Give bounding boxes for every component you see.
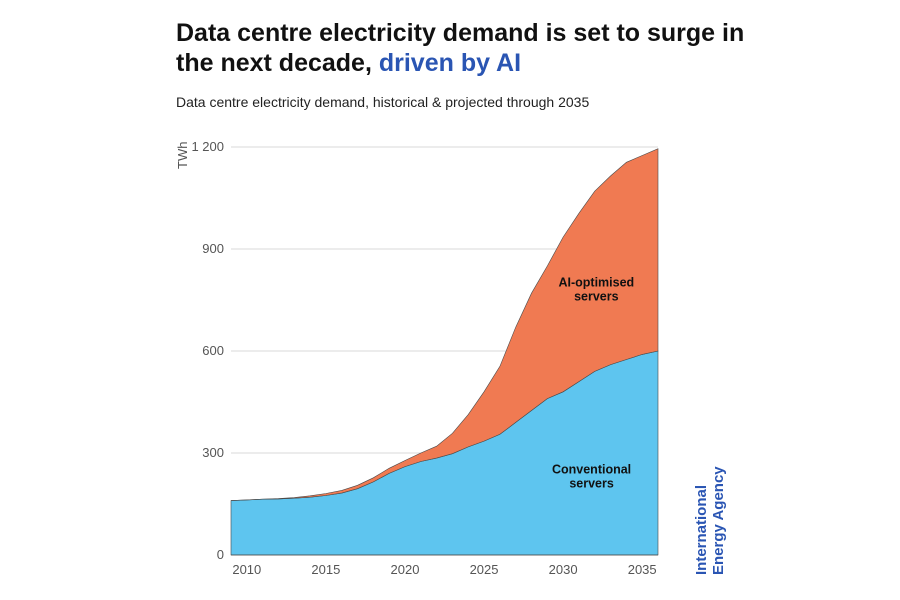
x-tick-label: 2010	[232, 562, 261, 577]
chart-title: Data centre electricity demand is set to…	[176, 18, 776, 78]
region-label: Conventional	[552, 462, 631, 476]
credit-line-2: Energy Agency	[710, 466, 727, 575]
x-tick-label: 2035	[628, 562, 657, 577]
x-tick-label: 2025	[470, 562, 499, 577]
areas	[230, 148, 659, 556]
y-tick-label: 900	[202, 241, 224, 256]
region-label: AI-optimised	[558, 275, 634, 289]
region-label: servers	[574, 290, 619, 304]
y-tick-label: 1 200	[191, 139, 224, 154]
series-area-ai-optimised	[230, 148, 659, 501]
y-tick-label: 300	[202, 445, 224, 460]
credit-line-1: International	[693, 485, 710, 575]
y-axis-label: TWh	[175, 142, 190, 169]
y-tick-label: 0	[217, 547, 224, 562]
x-tick-label: 2030	[549, 562, 578, 577]
x-tick-label: 2015	[311, 562, 340, 577]
chart-title-main: Data centre electricity demand is set to…	[176, 19, 745, 77]
chart-subtitle: Data centre electricity demand, historic…	[176, 94, 590, 110]
x-tick-label: 2020	[391, 562, 420, 577]
y-tick-label: 600	[202, 343, 224, 358]
region-label: servers	[569, 477, 614, 491]
chart-title-highlight: driven by AI	[378, 49, 522, 77]
